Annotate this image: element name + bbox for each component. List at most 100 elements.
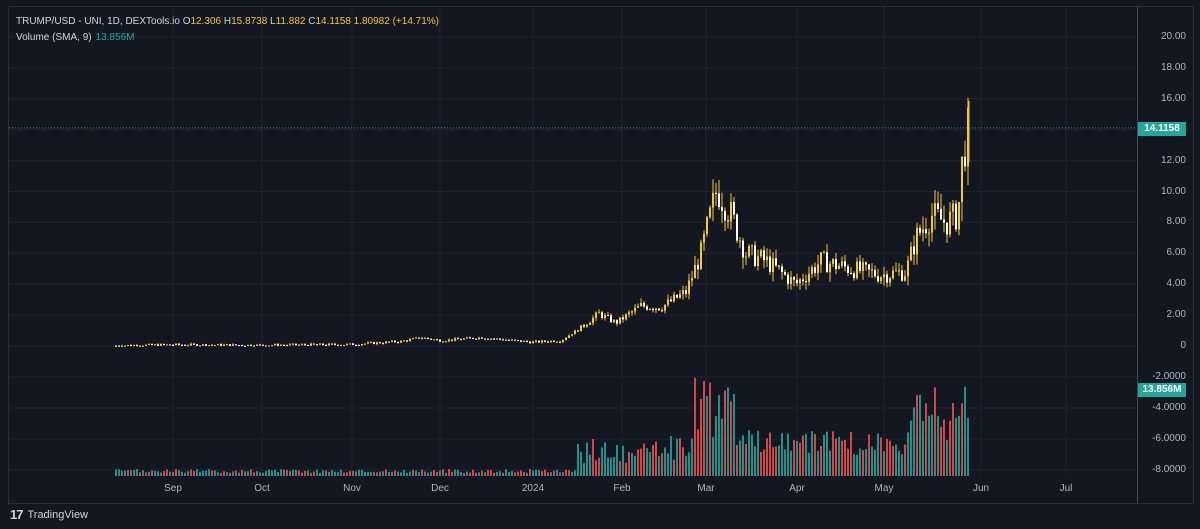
candle-body — [283, 345, 285, 347]
low-value: 11.882 — [275, 16, 306, 27]
price-scale[interactable] — [1137, 6, 1194, 504]
high-value: 15.8738 — [231, 16, 268, 27]
candle-body — [454, 338, 456, 341]
volume-bar — [466, 471, 468, 476]
volume-bar — [805, 434, 807, 476]
volume-bar — [310, 472, 312, 476]
candle-body — [202, 344, 204, 346]
volume-bar — [367, 471, 369, 476]
volume-bar — [268, 469, 270, 476]
volume-bar — [532, 470, 534, 476]
footer-branding[interactable]: 17 TradingView — [10, 507, 88, 522]
volume-bar — [745, 443, 747, 476]
volume-bar — [619, 461, 621, 476]
candle-body — [400, 340, 402, 343]
candle-body — [610, 315, 612, 323]
candle-body — [952, 203, 954, 212]
volume-bar — [751, 434, 753, 476]
chart-pane[interactable] — [8, 6, 1138, 504]
candle-body — [637, 306, 639, 308]
symbol-name[interactable]: TRUMP/USD — [16, 16, 76, 27]
candle-body — [784, 271, 786, 275]
last-price-tag: 14.1158 — [1138, 122, 1186, 136]
candle-body — [145, 344, 147, 346]
volume-bar — [580, 451, 582, 476]
candle-body — [265, 345, 267, 347]
volume-bar — [541, 471, 543, 476]
price-tick-label: 12.00 — [1160, 154, 1186, 166]
candle-body — [769, 256, 771, 273]
candle-body — [124, 345, 126, 347]
candle-body — [142, 345, 144, 347]
volume-bar — [385, 469, 387, 476]
volume-bar — [457, 469, 459, 476]
volume-legend: Volume (SMA, 9) 13.856M — [16, 30, 135, 46]
candle-body — [634, 307, 636, 312]
candle-body — [673, 294, 675, 302]
candle-body — [160, 343, 162, 346]
candle-body — [685, 290, 687, 294]
volume-bar — [715, 416, 717, 476]
time-tick-label: Nov — [343, 483, 361, 494]
candle-body — [658, 308, 660, 311]
volume-label[interactable]: Volume (SMA, 9) — [16, 32, 92, 43]
candle-body — [550, 340, 552, 343]
volume-bar — [193, 471, 195, 476]
candle-body — [127, 345, 129, 347]
candle-body — [394, 340, 396, 343]
candle-body — [220, 344, 222, 346]
volume-bar — [577, 443, 579, 476]
volume-bar — [598, 458, 600, 476]
volume-bar — [637, 449, 639, 476]
volume-bar — [553, 470, 555, 476]
candle-body — [526, 340, 528, 342]
candle-body — [595, 312, 597, 318]
candle-body — [229, 344, 231, 346]
volume-bar — [796, 440, 798, 476]
volume-bar — [412, 469, 414, 476]
volume-bar — [196, 469, 198, 476]
volume-bar — [556, 469, 558, 476]
volume-bar — [424, 471, 426, 476]
price-tick-label: 16.00 — [1160, 92, 1186, 104]
candle-body — [928, 232, 930, 234]
candle-body — [409, 338, 411, 342]
volume-bar — [133, 470, 135, 476]
time-tick-label: May — [874, 483, 894, 494]
volume-bar — [295, 469, 297, 476]
candle-body — [493, 338, 495, 340]
candle-body — [379, 342, 381, 344]
candle-body — [433, 339, 435, 341]
volume-bar — [604, 442, 606, 476]
volume-bar — [358, 469, 360, 476]
open-value: 12.306 — [190, 16, 222, 27]
candle-body — [199, 345, 201, 347]
candle-body — [808, 273, 810, 282]
candle-body — [916, 227, 918, 255]
volume-bar — [961, 403, 963, 476]
volume-bar — [892, 446, 894, 476]
candle-body — [592, 317, 594, 324]
volume-bar — [442, 469, 444, 476]
candle-body — [925, 229, 927, 234]
volume-bar — [853, 454, 855, 476]
candle-body — [796, 279, 798, 284]
candle-body — [397, 342, 399, 344]
candle-body — [745, 256, 747, 258]
time-tick-label: Jul — [1059, 483, 1073, 494]
candle-body — [601, 312, 603, 318]
volume-bar — [220, 472, 222, 476]
volume-bar — [208, 469, 210, 476]
volume-bar — [226, 471, 228, 476]
volume-bar — [616, 445, 618, 476]
volume-bar — [130, 470, 132, 476]
candle-body — [790, 277, 792, 284]
change-value: 1.80982 (+14.71%) — [353, 16, 439, 27]
candle-body — [946, 222, 948, 235]
candle-body — [361, 344, 363, 346]
volume-bar — [136, 469, 138, 476]
candle-body — [778, 265, 780, 267]
volume-bar — [307, 470, 309, 476]
candle-body — [463, 338, 465, 340]
